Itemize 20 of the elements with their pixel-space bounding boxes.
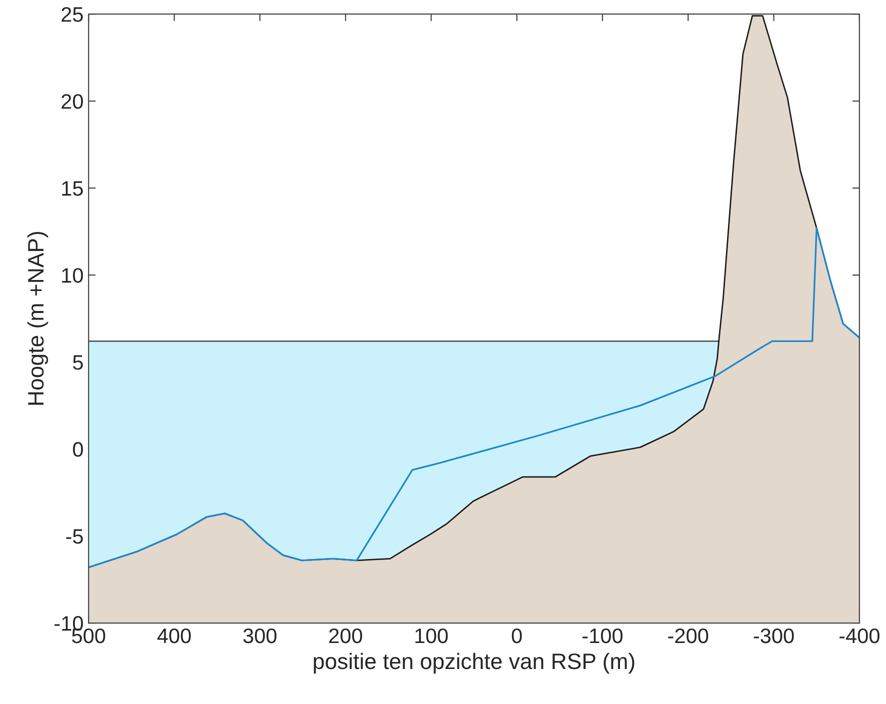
y-axis-title: Hoogte (m +NAP) [27,232,48,405]
y-tick-label: -5 [66,529,83,544]
x-tick-label: 100 [415,628,448,644]
x-axis-title: positie ten opzichte van RSP (m) [314,652,634,674]
x-tick-label: 200 [329,628,362,644]
y-tick-label: 20 [62,94,83,109]
x-tick-label: 0 [512,628,522,644]
y-tick-label: 25 [62,7,83,22]
y-tick-label: 0 [72,442,83,457]
x-tick-label: -100 [582,628,623,644]
y-tick-label: 15 [62,181,83,196]
x-tick-label: 500 [72,628,106,644]
x-tick-label: -200 [668,628,708,644]
line-series [88,227,860,568]
x-tick-label: 400 [157,628,191,644]
x-tick-label: -400 [840,628,880,644]
x-tick-label: -300 [754,628,794,644]
y-tick-label: 5 [72,355,83,370]
x-tick-label: 300 [243,628,276,644]
y-tick-label: 10 [62,268,83,283]
